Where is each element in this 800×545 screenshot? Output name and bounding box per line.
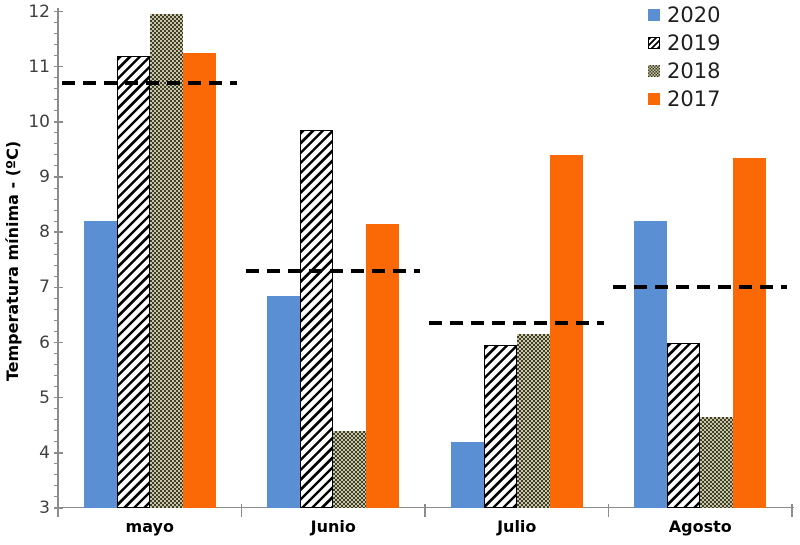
y-minor-tick xyxy=(53,330,59,332)
y-minor-tick xyxy=(53,485,59,487)
bar-2017-mayo xyxy=(182,52,216,508)
legend-item-2019: 2019 xyxy=(648,29,720,57)
y-minor-tick xyxy=(53,319,59,321)
legend-item-2020: 2020 xyxy=(648,1,720,29)
y-major-tick xyxy=(53,65,63,68)
y-minor-tick xyxy=(53,242,59,244)
bar-2018-Agosto xyxy=(700,416,734,508)
legend-label: 2018 xyxy=(667,59,721,83)
legend-swatch-2018-icon xyxy=(648,65,660,77)
bar-2020-Julio xyxy=(450,441,484,508)
y-minor-tick xyxy=(53,253,59,255)
legend-swatch-2020-icon xyxy=(648,9,660,21)
y-tick-label: 7 xyxy=(39,277,50,298)
bar-2020-mayo xyxy=(83,221,117,508)
y-minor-tick xyxy=(53,99,59,101)
y-minor-tick xyxy=(53,33,59,35)
y-major-tick xyxy=(53,10,63,13)
y-tick-label: 5 xyxy=(39,387,50,408)
y-tick-label: 9 xyxy=(39,167,50,187)
y-minor-tick xyxy=(53,419,59,421)
bar-2017-Junio xyxy=(366,223,400,508)
y-minor-tick xyxy=(53,198,59,200)
y-minor-tick xyxy=(53,408,59,410)
y-tick-label: 4 xyxy=(39,442,50,463)
bar-2017-Agosto xyxy=(733,157,767,508)
dashed-mean-line-Julio xyxy=(429,321,604,326)
y-minor-tick xyxy=(53,209,59,211)
y-tick-label: 6 xyxy=(39,332,50,353)
y-major-tick xyxy=(53,176,63,178)
y-minor-tick xyxy=(53,154,59,156)
legend-label: 2019 xyxy=(667,31,721,55)
y-tick-label: 3 xyxy=(39,498,50,518)
bar-2019-mayo xyxy=(116,55,150,508)
y-minor-tick xyxy=(53,496,59,498)
y-major-tick xyxy=(53,231,63,233)
y-minor-tick xyxy=(53,22,59,24)
dashed-mean-line-mayo xyxy=(62,81,237,86)
y-tick-label: 12 xyxy=(28,1,50,22)
y-major-tick xyxy=(53,286,63,289)
y-minor-tick xyxy=(53,275,59,277)
y-minor-tick xyxy=(53,143,59,145)
y-minor-tick xyxy=(53,264,59,266)
y-minor-tick xyxy=(53,463,59,465)
bar-2018-Junio xyxy=(333,430,367,508)
dashed-mean-line-Agosto xyxy=(612,285,787,290)
y-minor-tick xyxy=(53,386,59,388)
legend-item-2018: 2018 xyxy=(648,57,720,85)
x-tick-label: Julio xyxy=(497,517,537,536)
y-minor-tick xyxy=(53,88,59,90)
legend-swatch-2017-icon xyxy=(648,93,660,105)
y-minor-tick xyxy=(53,110,59,112)
y-minor-tick xyxy=(53,308,59,310)
y-minor-tick xyxy=(53,132,59,134)
y-minor-tick xyxy=(53,364,59,366)
y-tick-label: 11 xyxy=(28,56,50,77)
legend: 2020 2019 2018 2017 xyxy=(648,1,720,113)
y-minor-tick xyxy=(53,375,59,377)
x-tick xyxy=(424,504,426,517)
y-axis-line xyxy=(57,8,59,508)
y-minor-tick xyxy=(53,430,59,432)
y-minor-tick xyxy=(53,353,59,355)
x-tick-label: Junio xyxy=(310,517,356,536)
y-major-tick xyxy=(53,452,63,454)
y-minor-tick xyxy=(53,474,59,476)
bar-2019-Junio xyxy=(300,130,334,508)
y-tick-label: 10 xyxy=(28,111,50,132)
y-minor-tick xyxy=(53,297,59,299)
y-major-tick xyxy=(53,341,63,344)
y-minor-tick xyxy=(53,441,59,443)
y-major-tick xyxy=(53,396,63,399)
legend-swatch-2019-icon xyxy=(648,37,660,49)
bar-2019-Agosto xyxy=(667,342,701,508)
bar-2020-Agosto xyxy=(634,221,668,508)
legend-label: 2017 xyxy=(667,87,721,111)
y-minor-tick xyxy=(53,77,59,79)
x-tick xyxy=(607,504,610,517)
y-minor-tick xyxy=(53,44,59,46)
y-tick-label: 8 xyxy=(39,222,50,243)
x-tick-label: mayo xyxy=(125,517,174,536)
legend-label: 2020 xyxy=(667,3,721,27)
legend-item-2017: 2017 xyxy=(648,85,720,113)
bar-2018-Julio xyxy=(516,334,550,508)
x-tick xyxy=(240,504,243,517)
y-major-tick xyxy=(53,121,63,123)
bar-2020-Junio xyxy=(267,295,301,508)
dashed-mean-line-Junio xyxy=(245,268,420,273)
y-minor-tick xyxy=(53,220,59,222)
x-tick xyxy=(791,504,793,517)
y-minor-tick xyxy=(53,187,59,189)
x-tick-label: Agosto xyxy=(668,517,732,536)
y-minor-tick xyxy=(53,55,59,57)
y-minor-tick xyxy=(53,165,59,167)
bar-2018-mayo xyxy=(149,14,183,508)
bar-2017-Julio xyxy=(549,154,583,508)
x-tick xyxy=(57,504,59,517)
bar-2019-Julio xyxy=(483,345,517,508)
